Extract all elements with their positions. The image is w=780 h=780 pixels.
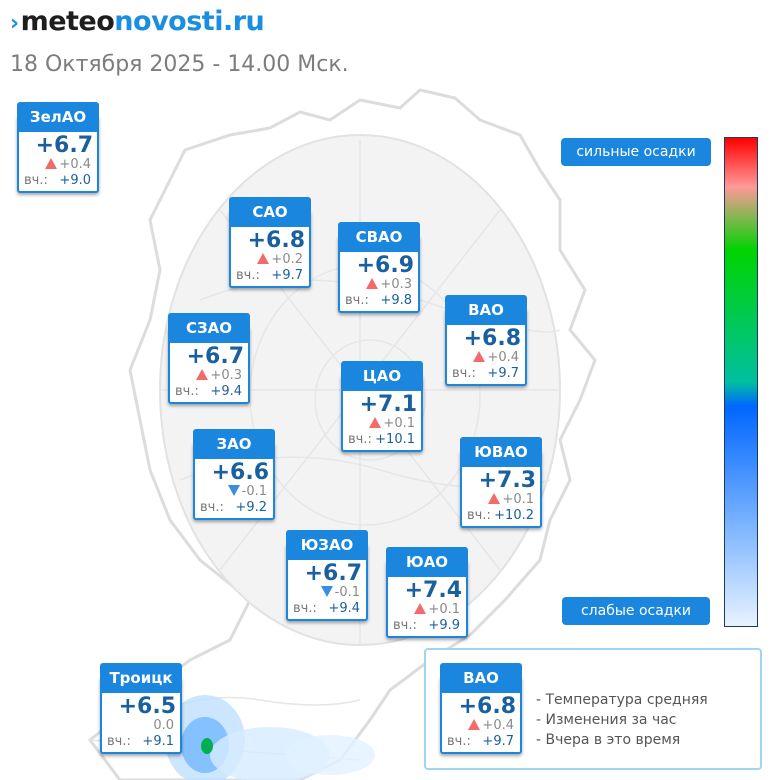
district-temperature: +6.5 <box>118 694 176 719</box>
hourly-change: +0.4 <box>473 350 519 365</box>
hourly-change: +0.4 <box>45 157 91 172</box>
district-temperature: +6.6 <box>211 460 269 485</box>
district-name: ЦАО <box>341 361 423 391</box>
yesterday-value: вч.: +9.0 <box>24 173 91 188</box>
legend-line-yesterday: - Вчера в это время <box>536 732 681 748</box>
hourly-change: +0.1 <box>369 416 415 431</box>
trend-arrow-icon <box>196 369 209 380</box>
yesterday-value: вч.: +9.2 <box>200 500 267 515</box>
yesterday-value: вч.: +9.4 <box>293 601 360 616</box>
yesterday-value: вч.: +9.9 <box>393 618 460 633</box>
hourly-change: 0.0 <box>153 718 174 733</box>
logo-mark: › <box>10 11 19 36</box>
precipitation-scale-bar <box>724 137 758 627</box>
trend-arrow-icon <box>468 719 481 730</box>
hourly-change: +0.4 <box>468 718 514 733</box>
trend-arrow-icon <box>488 493 501 504</box>
yesterday-value: вч.: +9.7 <box>452 366 519 381</box>
legend-line-change: - Изменения за час <box>536 712 677 728</box>
district-card-svao[interactable]: СВАО +6.9 +0.3 вч.: +9.8 <box>338 222 420 313</box>
yesterday-value: вч.: +9.7 <box>447 734 514 749</box>
district-name: ЗелАО <box>17 102 99 132</box>
district-card-sao[interactable]: САО +6.8 +0.2 вч.: +9.7 <box>229 197 311 288</box>
scale-label-heavy: сильные осадки <box>561 138 711 166</box>
city-boundary <box>87 88 597 780</box>
trend-arrow-icon <box>369 417 382 428</box>
district-temperature: +6.8 <box>463 326 521 351</box>
yesterday-value: вч.: +10.1 <box>348 432 415 447</box>
district-name: ЮВАО <box>460 437 542 467</box>
site-logo[interactable]: ›meteonovosti.ru <box>10 6 265 37</box>
trend-arrow-icon <box>473 351 486 362</box>
district-card-troitsk[interactable]: Троицк +6.5 0.0 вч.: +9.1 <box>100 663 182 754</box>
district-card-cao[interactable]: ЦАО +7.1 +0.1 вч.: +10.1 <box>341 361 423 452</box>
yesterday-value: вч.: +10.2 <box>467 508 534 523</box>
district-name: ВАО <box>440 663 522 693</box>
hourly-change: +0.3 <box>366 277 412 292</box>
district-temperature: +6.7 <box>304 561 362 586</box>
district-temperature: +7.4 <box>404 578 462 603</box>
trend-arrow-icon <box>227 485 240 496</box>
hourly-change: +0.3 <box>196 368 242 383</box>
trend-arrow-icon <box>45 158 58 169</box>
trend-arrow-icon <box>414 603 427 614</box>
forecast-datetime: 18 Октября 2025 - 14.00 Мск. <box>10 52 349 77</box>
scale-label-light: слабые осадки <box>562 597 710 625</box>
district-name: ЗАО <box>193 429 275 459</box>
legend-explanation: - Температура средняя - Изменения за час… <box>536 690 708 750</box>
legend-line-temperature: - Температура средняя <box>536 692 708 708</box>
district-name: ЮАО <box>386 547 468 577</box>
logo-part-meteo: meteo <box>20 6 115 37</box>
yesterday-value: вч.: +9.7 <box>236 268 303 283</box>
trend-arrow-icon <box>320 586 333 597</box>
district-name: СЗАО <box>168 313 250 343</box>
district-card-vao[interactable]: ВАО +6.8 +0.4 вч.: +9.7 <box>445 295 527 386</box>
district-temperature: +7.3 <box>478 468 536 493</box>
district-card-zelao[interactable]: ЗелАО +6.7 +0.4 вч.: +9.0 <box>17 102 99 193</box>
district-temperature: +6.8 <box>458 694 516 719</box>
trend-arrow-icon <box>366 278 379 289</box>
district-temperature: +7.1 <box>359 392 417 417</box>
district-card-yuzao[interactable]: ЮЗАО +6.7 -0.1 вч.: +9.4 <box>286 530 368 621</box>
district-name: Троицк <box>100 663 182 693</box>
yesterday-value: вч.: +9.4 <box>175 384 242 399</box>
yesterday-value: вч.: +9.8 <box>345 293 412 308</box>
district-name: СВАО <box>338 222 420 252</box>
district-card-yuvao[interactable]: ЮВАО +7.3 +0.1 вч.: +10.2 <box>460 437 542 528</box>
district-name: САО <box>229 197 311 227</box>
precipitation-area <box>165 695 375 780</box>
yesterday-value: вч.: +9.1 <box>107 734 174 749</box>
district-temperature: +6.7 <box>186 344 244 369</box>
district-temperature: +6.9 <box>356 253 414 278</box>
hourly-change: +0.2 <box>257 252 303 267</box>
legend-sample-card: ВАО +6.8 +0.4 вч.: +9.7 <box>440 663 522 754</box>
district-card-yuao[interactable]: ЮАО +7.4 +0.1 вч.: +9.9 <box>386 547 468 638</box>
district-name: ЮЗАО <box>286 530 368 560</box>
hourly-change: -0.1 <box>320 585 360 600</box>
trend-arrow-icon <box>257 253 270 264</box>
logo-part-novosti: novosti.ru <box>114 6 265 37</box>
district-card-zao[interactable]: ЗАО +6.6 -0.1 вч.: +9.2 <box>193 429 275 520</box>
district-temperature: +6.7 <box>35 133 93 158</box>
district-card-szao[interactable]: СЗАО +6.7 +0.3 вч.: +9.4 <box>168 313 250 404</box>
hourly-change: -0.1 <box>227 484 267 499</box>
district-temperature: +6.8 <box>247 228 305 253</box>
district-name: ВАО <box>445 295 527 325</box>
hourly-change: +0.1 <box>488 492 534 507</box>
hourly-change: +0.1 <box>414 602 460 617</box>
